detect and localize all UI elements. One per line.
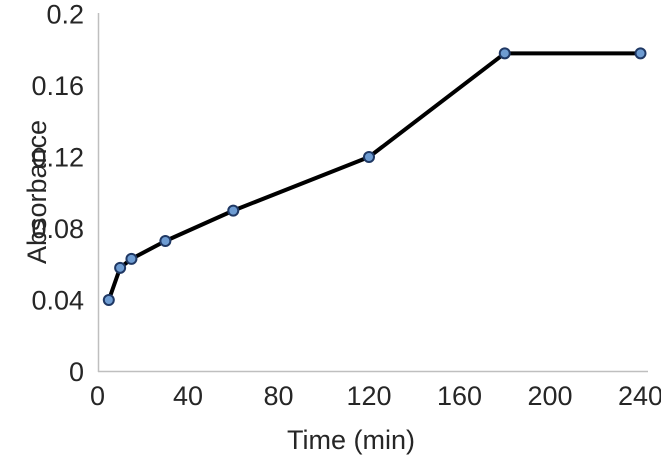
y-axis-title: Absorbance bbox=[22, 120, 52, 264]
data-point-marker bbox=[102, 294, 115, 306]
y-tick-label: 0.12 bbox=[31, 143, 84, 173]
y-tick-label: 0.16 bbox=[31, 71, 84, 101]
y-tick-label: 0.2 bbox=[46, 0, 84, 30]
x-tick-label: 0 bbox=[90, 381, 105, 411]
y-tick-label: 0 bbox=[69, 357, 84, 387]
data-series bbox=[102, 47, 647, 306]
x-tick-label: 40 bbox=[173, 381, 203, 411]
x-axis-title: Time (min) bbox=[287, 425, 415, 455]
data-point-marker bbox=[227, 204, 240, 217]
data-point-marker bbox=[114, 261, 127, 274]
x-tick-label: 120 bbox=[346, 381, 391, 411]
data-point-marker bbox=[498, 47, 511, 60]
x-tick-label: 240 bbox=[618, 381, 661, 411]
y-axis: 0 0.04 0.08 0.12 0.16 0.2 Absorbance bbox=[22, 0, 100, 387]
data-point-marker bbox=[125, 252, 138, 265]
series-line bbox=[106, 51, 641, 301]
data-point-marker bbox=[363, 151, 375, 163]
data-point-marker bbox=[634, 47, 647, 60]
x-tick-label: 80 bbox=[263, 381, 293, 411]
x-tick-label: 200 bbox=[527, 381, 572, 411]
x-axis: 0 40 80 120 160 200 240 Time (min) bbox=[90, 370, 661, 455]
y-tick-label: 0.04 bbox=[31, 286, 84, 316]
x-tick-label: 160 bbox=[437, 381, 482, 411]
y-tick-label: 0.08 bbox=[31, 214, 84, 244]
data-point-marker bbox=[159, 235, 172, 248]
